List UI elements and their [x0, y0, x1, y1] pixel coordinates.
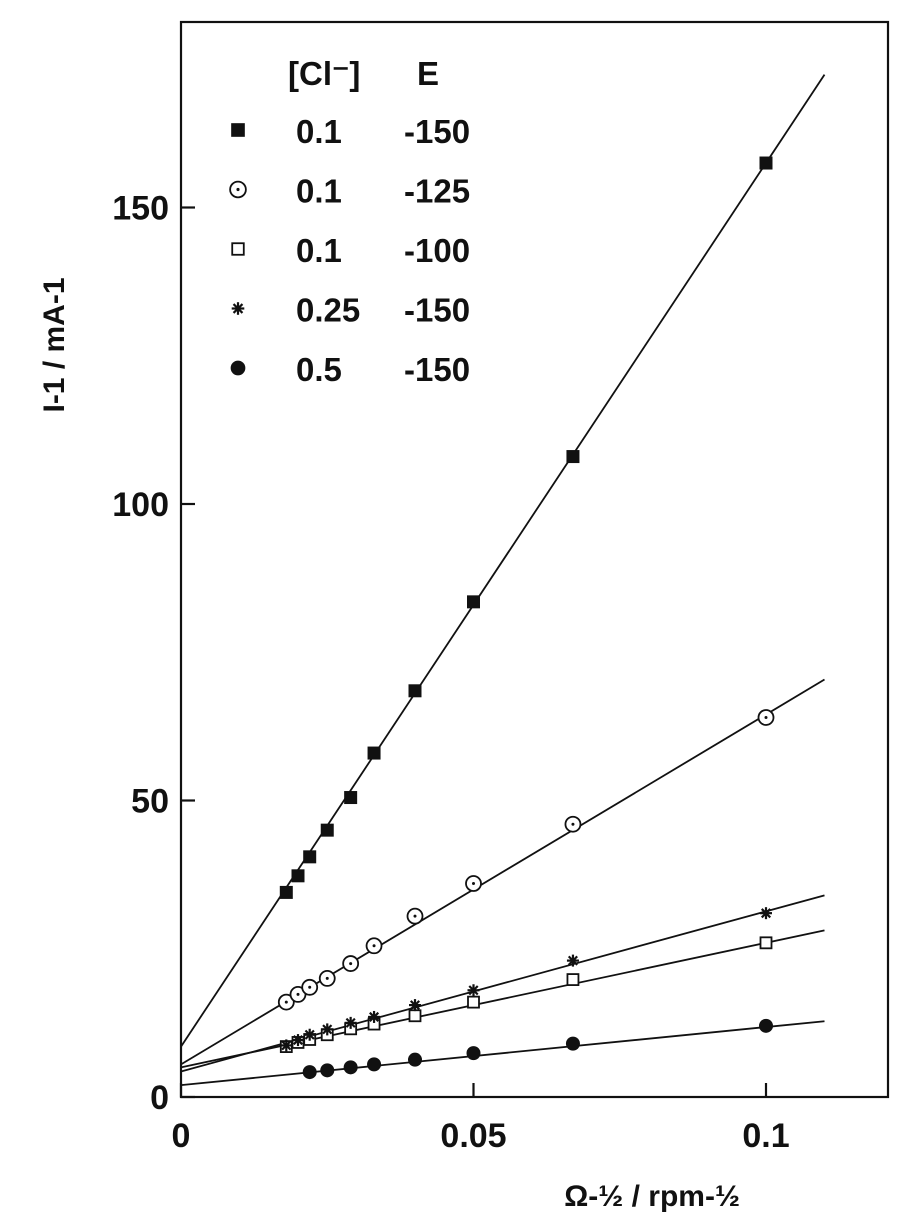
filled-square-marker: [320, 823, 334, 837]
axis-ticks: 0 50 100 150 0 0.05 0.1: [112, 190, 789, 1156]
filled-square-marker: [566, 450, 580, 464]
plot-border: [179, 20, 890, 1099]
dotted-circle-marker: [277, 993, 295, 1011]
filled-circle-marker: [565, 1036, 580, 1051]
star-marker: [344, 1016, 357, 1029]
filled-circle-marker: [320, 1063, 335, 1078]
y-axis-label: I-1 / mA-1: [38, 277, 71, 412]
legend-header-e: E: [417, 55, 439, 92]
star-marker: [760, 907, 772, 920]
open-square-marker: [467, 995, 480, 1009]
filled-circle-marker: [367, 1057, 382, 1072]
star-marker: [231, 302, 245, 315]
open-square-marker: [566, 973, 580, 986]
filled-square-marker: [279, 885, 293, 899]
fit-line: [180, 1020, 825, 1087]
star-marker: [280, 1039, 293, 1052]
dotted-circle-marker: [465, 875, 482, 892]
legend-e-value: -150: [404, 113, 470, 150]
data-points: [277, 156, 775, 1080]
fit-lines: [180, 74, 826, 1087]
dotted-circle-marker: [301, 978, 319, 996]
fit-line: [180, 894, 825, 1073]
filled-square-marker: [231, 123, 245, 137]
star-marker: [368, 1010, 381, 1023]
legend-cl-value: 0.1: [296, 173, 342, 210]
filled-circle-marker: [230, 360, 246, 376]
open-square-marker: [408, 1009, 422, 1023]
x-tick-label: 0: [172, 1117, 191, 1155]
dotted-circle-marker: [318, 970, 336, 987]
filled-circle-marker: [408, 1052, 422, 1067]
legend-cl-value: 0.25: [296, 292, 360, 329]
legend-e-value: -100: [404, 232, 470, 269]
star-marker: [467, 984, 480, 997]
legend-header-cl: [Cl⁻]: [288, 55, 360, 92]
star-marker: [303, 1028, 316, 1041]
legend-cl-value: 0.1: [296, 232, 342, 269]
axis-labels: I-1 / mA-1 Ω-½ / rpm-½: [38, 277, 740, 1213]
open-square-marker: [759, 936, 773, 950]
legend-cl-value: 0.5: [296, 351, 342, 388]
x-tick-label: 0.1: [742, 1117, 789, 1155]
dotted-circle-marker: [564, 815, 582, 833]
filled-circle-marker: [343, 1060, 358, 1075]
y-tick-label: 100: [112, 486, 169, 524]
dotted-circle-marker: [406, 907, 424, 925]
filled-square-marker: [303, 850, 317, 864]
dotted-circle-marker: [365, 937, 383, 955]
x-tick-label: 0.05: [440, 1117, 506, 1155]
filled-square-marker: [467, 595, 480, 609]
legend-e-value: -150: [404, 292, 470, 329]
filled-square-marker: [344, 791, 358, 805]
legend-cl-value: 0.1: [296, 113, 342, 150]
filled-circle-marker: [466, 1046, 481, 1061]
legend-e-value: -150: [404, 351, 470, 388]
filled-circle-marker: [759, 1018, 773, 1033]
dotted-circle-marker: [342, 955, 360, 972]
x-axis-label: Ω-½ / rpm-½: [564, 1180, 740, 1213]
filled-square-marker: [291, 869, 305, 883]
y-tick-label: 50: [131, 783, 169, 821]
plot-frame: [179, 20, 890, 1099]
legend: [Cl⁻] E 0.1 -150 0.1 -125 0.1 -100 0.25 -150 0.5 -1…: [229, 55, 470, 388]
star-marker: [321, 1023, 334, 1036]
fit-line: [180, 929, 825, 1069]
star-marker: [566, 954, 579, 967]
filled-square-marker: [367, 746, 381, 760]
fit-line: [180, 678, 825, 1066]
y-tick-label: 0: [150, 1079, 169, 1117]
dotted-circle-marker: [757, 709, 775, 726]
fit-line: [180, 74, 826, 1048]
dotted-circle-marker: [229, 180, 247, 199]
filled-square-marker: [759, 156, 773, 170]
open-square-marker: [231, 242, 245, 256]
star-marker: [409, 999, 421, 1012]
filled-square-marker: [408, 684, 422, 698]
dotted-circle-marker: [289, 986, 307, 1003]
star-marker: [292, 1034, 304, 1047]
legend-e-value: -125: [404, 173, 470, 210]
y-tick-label: 150: [112, 190, 169, 228]
filled-circle-marker: [302, 1065, 317, 1080]
